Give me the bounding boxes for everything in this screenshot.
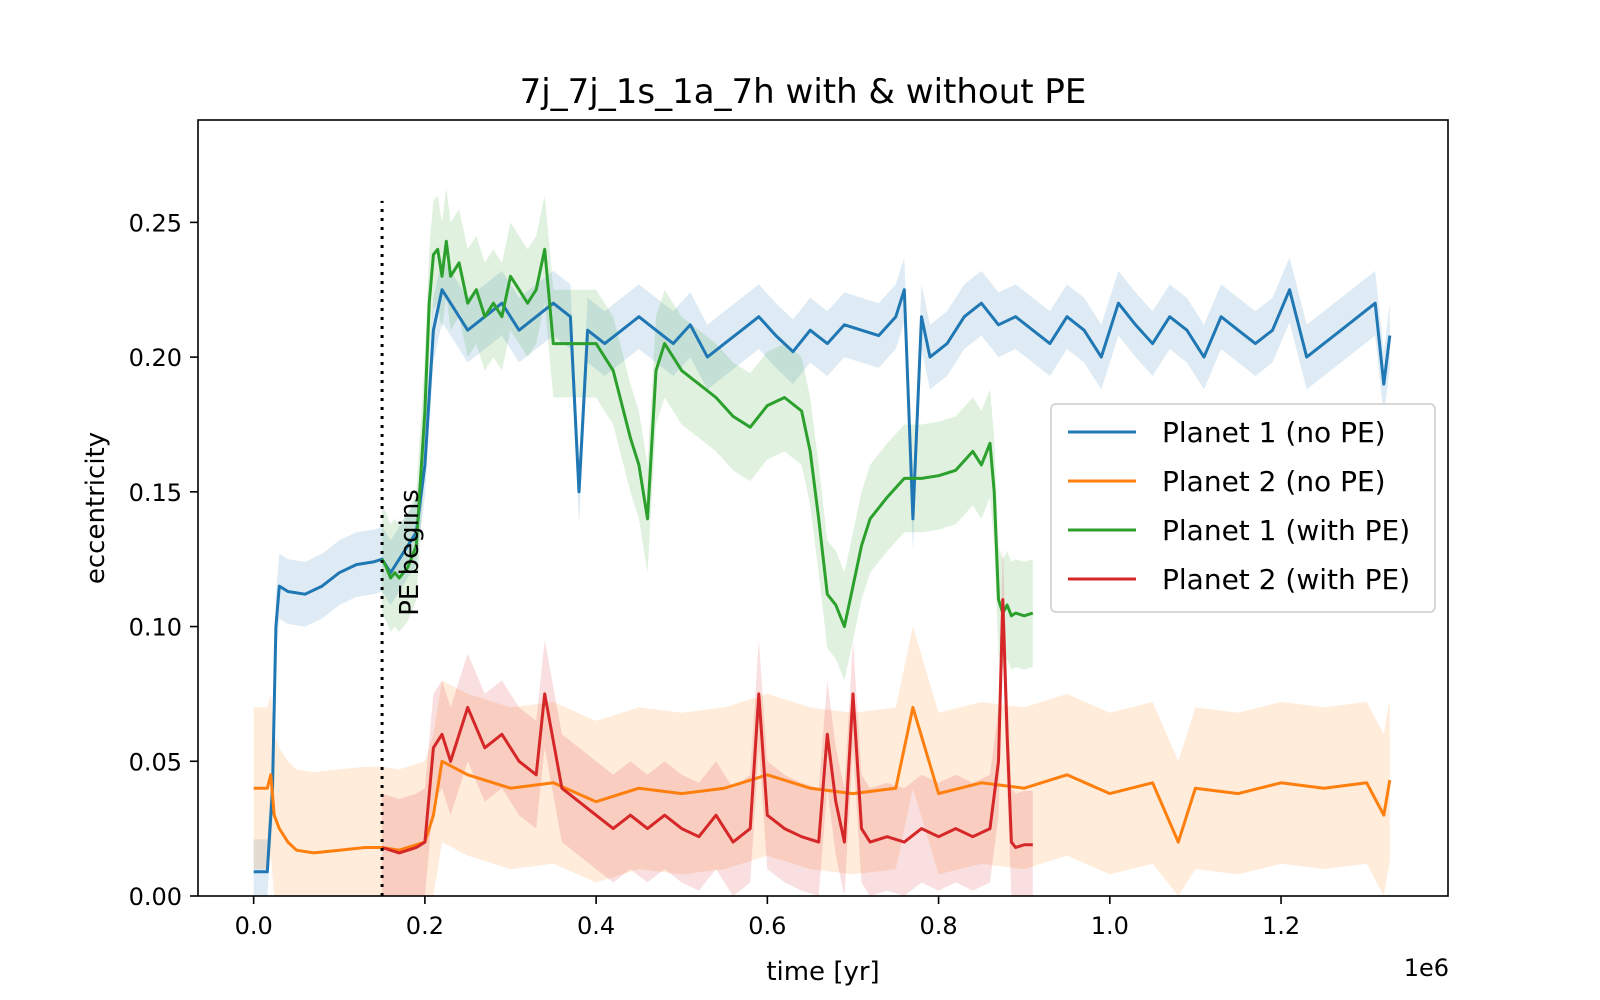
legend-entry-1: Planet 1 (no PE) [1162, 416, 1386, 449]
legend: Planet 1 (no PE) Planet 2 (no PE) Planet 1… [1050, 403, 1436, 613]
chart-title: 7j_7j_1s_1a_7h with & without PE [520, 72, 1087, 112]
series-band-4 [382, 545, 1033, 896]
plot-area: PE begins [253, 187, 1392, 896]
x-tick-label: 1.0 [1091, 912, 1129, 940]
x-axis-label: time [yr] [766, 957, 879, 987]
x-tick-label: 0.2 [406, 912, 444, 940]
series-line-3 [380, 239, 1034, 629]
legend-entry-3: Planet 1 (with PE) [1162, 514, 1410, 547]
y-axis-label: eccentricity [81, 432, 111, 584]
series-lines [253, 239, 1392, 874]
x-ticks: 0.0 0.2 0.4 0.6 0.8 1.0 1.2 [235, 896, 1300, 940]
series-line-2 [253, 705, 1392, 855]
x-tick-label: 0.0 [235, 912, 273, 940]
y-ticks: 0.00 0.05 0.10 0.15 0.20 0.25 [129, 209, 198, 911]
series-band-2 [253, 626, 1390, 896]
legend-box [1050, 403, 1436, 613]
pe-begins-annotation: PE begins [395, 489, 425, 616]
y-tick-label: 0.05 [129, 748, 182, 776]
series-line-4 [381, 598, 1033, 855]
legend-entry-4: Planet 2 (with PE) [1162, 563, 1410, 596]
y-tick-label: 0.15 [129, 479, 182, 507]
legend-entry-2: Planet 2 (no PE) [1162, 465, 1386, 498]
x-tick-label: 0.6 [748, 912, 786, 940]
x-tick-label: 0.8 [919, 912, 957, 940]
x-tick-label: 0.4 [577, 912, 615, 940]
x-axis-offset-label: 1e6 [1404, 954, 1449, 982]
x-tick-label: 1.2 [1262, 912, 1300, 940]
y-tick-label: 0.25 [129, 209, 182, 237]
y-tick-label: 0.10 [129, 614, 182, 642]
series-band-3 [382, 187, 1033, 681]
axes-frame [197, 119, 1449, 897]
y-tick-label: 0.00 [129, 883, 182, 911]
y-tick-label: 0.20 [129, 344, 182, 372]
series-line-1 [253, 288, 1392, 874]
